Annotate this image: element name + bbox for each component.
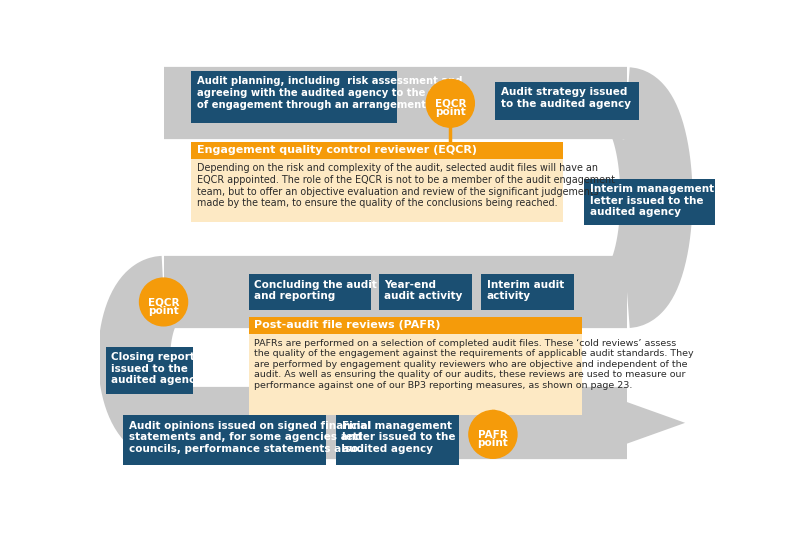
Text: point: point xyxy=(478,438,508,448)
Polygon shape xyxy=(627,402,685,444)
Text: point: point xyxy=(435,107,466,117)
Circle shape xyxy=(469,410,517,458)
Bar xyxy=(495,82,638,120)
Text: Interim management
letter issued to the
audited agency: Interim management letter issued to the … xyxy=(590,184,714,217)
Bar xyxy=(191,142,563,159)
Text: Audit planning, including  risk assessment and
agreeing with the audited agency : Audit planning, including risk assessmen… xyxy=(197,76,462,110)
Text: Engagement quality control reviewer (EQCR): Engagement quality control reviewer (EQC… xyxy=(197,145,477,155)
Bar xyxy=(584,179,714,225)
Bar xyxy=(249,274,371,309)
Circle shape xyxy=(139,278,187,326)
Bar xyxy=(191,159,563,222)
Bar xyxy=(191,71,397,123)
Bar xyxy=(336,415,459,465)
Text: Interim audit
activity: Interim audit activity xyxy=(486,280,564,301)
Text: Concluding the audit
and reporting: Concluding the audit and reporting xyxy=(254,280,377,301)
Bar xyxy=(379,274,472,309)
Text: Year-end
audit activity: Year-end audit activity xyxy=(385,280,462,301)
Text: EQCR: EQCR xyxy=(148,298,179,307)
Bar xyxy=(482,274,574,309)
Bar xyxy=(249,334,582,415)
Circle shape xyxy=(426,79,474,127)
Text: Final management
letter issued to the
audited agency: Final management letter issued to the au… xyxy=(342,421,455,454)
Text: Audit strategy issued
to the audited agency: Audit strategy issued to the audited age… xyxy=(501,87,630,109)
Bar xyxy=(123,415,326,465)
Text: Closing report
issued to the
audited agency: Closing report issued to the audited age… xyxy=(111,352,202,385)
Text: Depending on the risk and complexity of the audit, selected audit files will hav: Depending on the risk and complexity of … xyxy=(197,164,614,208)
Bar xyxy=(106,347,193,394)
Text: PAFRs are performed on a selection of completed audit files. These ‘cold reviews: PAFRs are performed on a selection of co… xyxy=(254,339,694,389)
Bar xyxy=(249,318,582,334)
Text: PAFR: PAFR xyxy=(478,430,508,440)
Text: point: point xyxy=(148,306,179,316)
Text: Post-audit file reviews (PAFR): Post-audit file reviews (PAFR) xyxy=(254,320,441,330)
Text: Audit opinions issued on signed financial
statements and, for some agencies and
: Audit opinions issued on signed financia… xyxy=(129,421,371,454)
Text: EQCR: EQCR xyxy=(434,99,466,109)
